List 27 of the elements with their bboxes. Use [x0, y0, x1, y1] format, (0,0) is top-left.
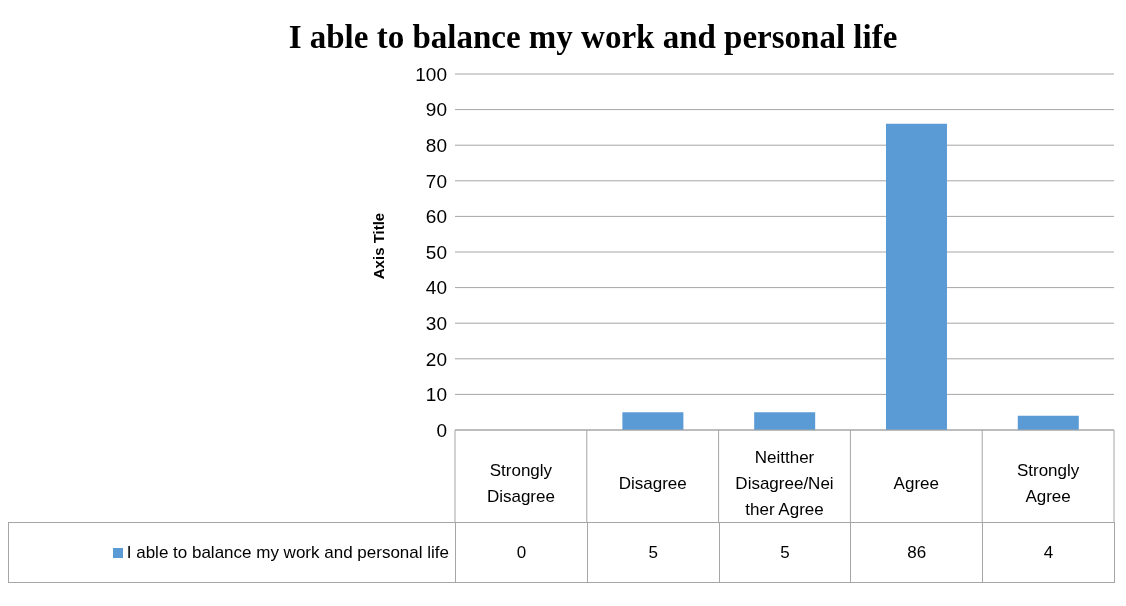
x-tick-label: Agree	[893, 474, 939, 493]
y-tick-label: 100	[415, 63, 447, 85]
chart-title: I able to balance my work and personal life	[288, 19, 898, 55]
bar	[1017, 415, 1079, 430]
y-tick-label: 60	[425, 206, 447, 228]
x-tick-label: Disagree	[618, 474, 687, 493]
data-label: 4	[982, 522, 1115, 583]
data-label: 5	[587, 522, 720, 583]
y-tick-label: 20	[425, 348, 447, 370]
y-tick-label: 90	[425, 99, 447, 121]
y-tick-label: 10	[425, 384, 447, 406]
y-tick-label: 40	[425, 277, 447, 299]
data-label: 5	[719, 522, 851, 583]
y-tick-label: 50	[425, 241, 447, 263]
y-tick-label: 70	[425, 170, 447, 192]
y-axis-title: Axis Title	[369, 212, 387, 280]
x-tick-label: Neitther Disagree/Neither Agree	[735, 448, 834, 519]
data-label: 86	[850, 522, 983, 583]
y-tick-label: 80	[425, 134, 447, 156]
x-tick-label: Strongly Agree	[1016, 461, 1080, 506]
bar	[754, 412, 816, 430]
y-tick-label: 30	[425, 312, 447, 334]
bar	[885, 123, 947, 430]
legend-label: I able to balance my work and personal life	[8, 522, 456, 583]
bar	[622, 412, 684, 430]
x-tick-label: Strongly Disagree	[486, 461, 555, 506]
y-tick-label: 0	[436, 419, 447, 441]
